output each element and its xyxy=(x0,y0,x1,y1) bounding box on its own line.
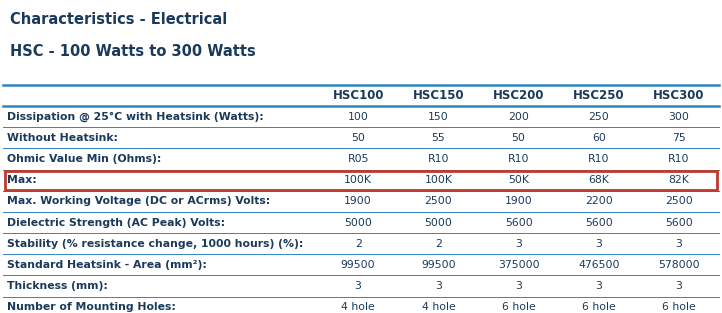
Text: Max. Working Voltage (DC or ACrms) Volts:: Max. Working Voltage (DC or ACrms) Volts… xyxy=(7,196,270,206)
Text: 2: 2 xyxy=(355,239,362,249)
Text: 82K: 82K xyxy=(669,175,690,185)
Text: 250: 250 xyxy=(588,112,609,122)
Text: 5000: 5000 xyxy=(425,218,452,228)
Text: R10: R10 xyxy=(508,154,529,164)
Text: 375000: 375000 xyxy=(497,260,539,270)
Text: 4 hole: 4 hole xyxy=(422,302,456,312)
Text: Thickness (mm):: Thickness (mm): xyxy=(7,281,108,291)
Text: 75: 75 xyxy=(672,133,686,143)
Text: Characteristics - Electrical: Characteristics - Electrical xyxy=(10,12,227,27)
Text: 5000: 5000 xyxy=(344,218,372,228)
Text: R10: R10 xyxy=(669,154,690,164)
Text: HSC150: HSC150 xyxy=(412,89,464,102)
Text: 1900: 1900 xyxy=(505,196,533,206)
Text: 4 hole: 4 hole xyxy=(342,302,375,312)
Text: Ohmic Value Min (Ohms):: Ohmic Value Min (Ohms): xyxy=(7,154,162,164)
Text: 99500: 99500 xyxy=(341,260,375,270)
Text: HSC200: HSC200 xyxy=(493,89,544,102)
Text: 2: 2 xyxy=(435,239,442,249)
Text: 50: 50 xyxy=(512,133,526,143)
Text: 5600: 5600 xyxy=(585,218,613,228)
Text: 68K: 68K xyxy=(588,175,609,185)
Text: Standard Heatsink - Area (mm²):: Standard Heatsink - Area (mm²): xyxy=(7,260,207,270)
Text: 60: 60 xyxy=(592,133,606,143)
Text: 100K: 100K xyxy=(425,175,453,185)
Text: 3: 3 xyxy=(676,281,682,291)
Text: 50: 50 xyxy=(351,133,365,143)
Text: 2500: 2500 xyxy=(425,196,452,206)
Text: Without Heatsink:: Without Heatsink: xyxy=(7,133,118,143)
Text: 6 hole: 6 hole xyxy=(662,302,696,312)
Text: 3: 3 xyxy=(355,281,362,291)
Text: Max:: Max: xyxy=(7,175,37,185)
Text: 2200: 2200 xyxy=(585,196,613,206)
Text: R05: R05 xyxy=(347,154,369,164)
Text: 3: 3 xyxy=(516,281,522,291)
Text: 55: 55 xyxy=(432,133,445,143)
Text: R10: R10 xyxy=(427,154,449,164)
Text: 5600: 5600 xyxy=(665,218,693,228)
Text: Dissipation @ 25°C with Heatsink (Watts):: Dissipation @ 25°C with Heatsink (Watts)… xyxy=(7,112,264,122)
Text: HSC300: HSC300 xyxy=(653,89,705,102)
Text: 1900: 1900 xyxy=(344,196,372,206)
Text: 5600: 5600 xyxy=(505,218,533,228)
Text: 2500: 2500 xyxy=(665,196,693,206)
Text: 50K: 50K xyxy=(508,175,529,185)
Text: 300: 300 xyxy=(669,112,690,122)
Text: 578000: 578000 xyxy=(658,260,700,270)
Text: 3: 3 xyxy=(596,281,602,291)
Text: 100: 100 xyxy=(348,112,368,122)
Text: Stability (% resistance change, 1000 hours) (%):: Stability (% resistance change, 1000 hou… xyxy=(7,239,303,249)
Text: 6 hole: 6 hole xyxy=(582,302,616,312)
Text: 100K: 100K xyxy=(344,175,372,185)
Text: R10: R10 xyxy=(588,154,609,164)
Text: HSC - 100 Watts to 300 Watts: HSC - 100 Watts to 300 Watts xyxy=(10,44,256,59)
Text: 3: 3 xyxy=(676,239,682,249)
Text: 476500: 476500 xyxy=(578,260,619,270)
Text: 99500: 99500 xyxy=(421,260,456,270)
Text: HSC100: HSC100 xyxy=(332,89,384,102)
Text: HSC250: HSC250 xyxy=(573,89,625,102)
Text: 200: 200 xyxy=(508,112,529,122)
Text: 3: 3 xyxy=(516,239,522,249)
Text: 150: 150 xyxy=(428,112,449,122)
Text: 6 hole: 6 hole xyxy=(502,302,536,312)
Text: Number of Mounting Holes:: Number of Mounting Holes: xyxy=(7,302,176,312)
Text: 3: 3 xyxy=(596,239,602,249)
Text: 3: 3 xyxy=(435,281,442,291)
Text: Dielectric Strength (AC Peak) Volts:: Dielectric Strength (AC Peak) Volts: xyxy=(7,218,225,228)
